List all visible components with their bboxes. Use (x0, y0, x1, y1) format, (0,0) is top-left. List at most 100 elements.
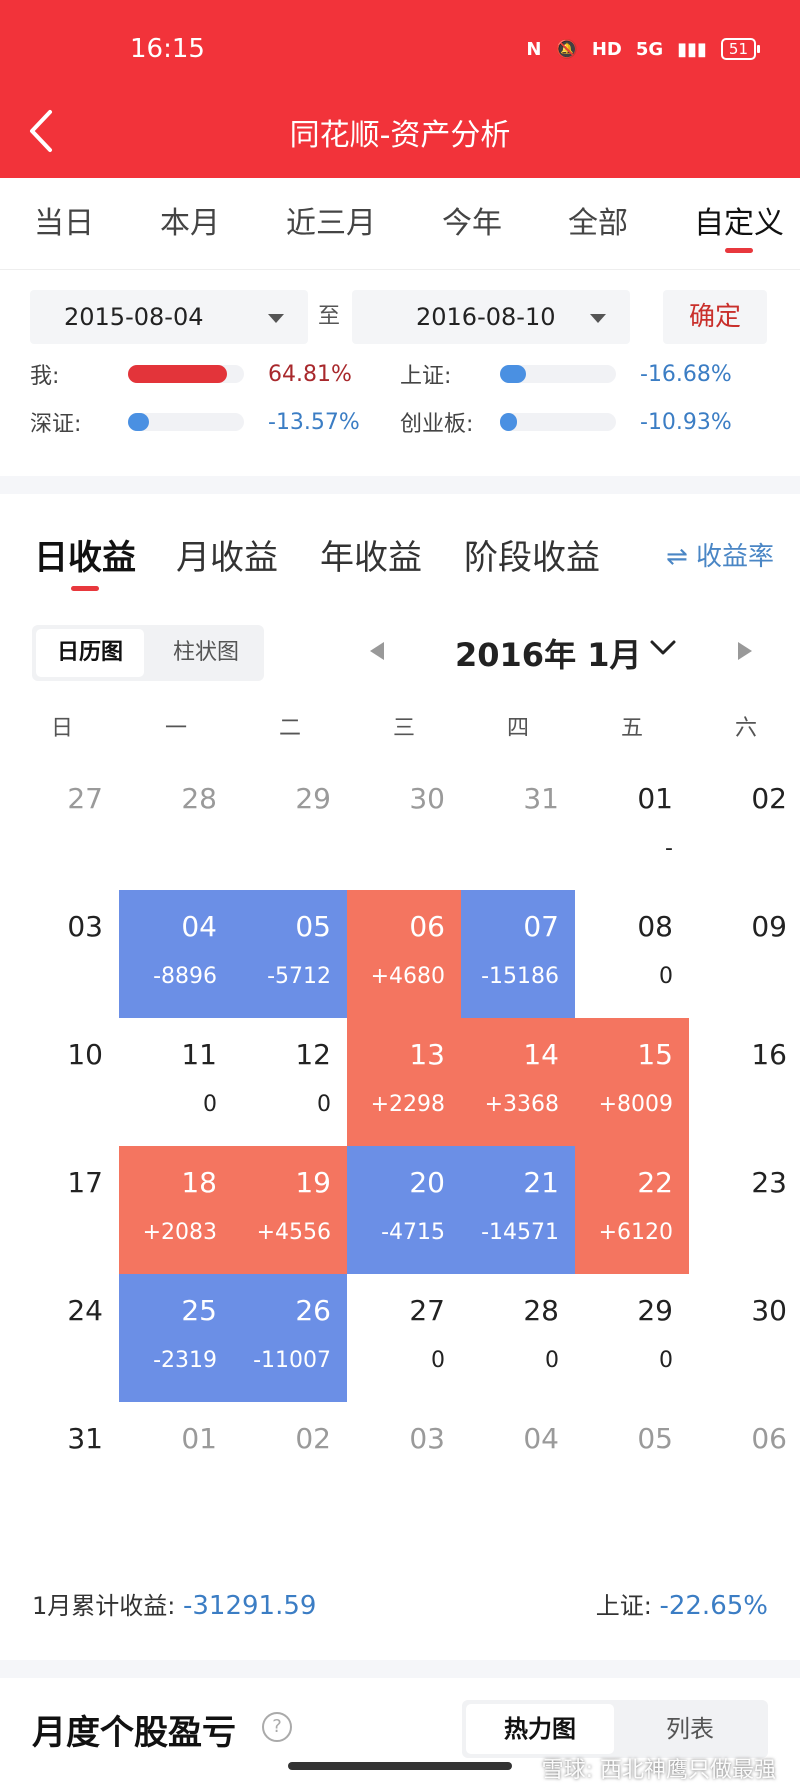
day-earnings: +3368 (484, 1092, 559, 1117)
calendar-day-cell[interactable]: 05 -5712 (233, 890, 347, 1018)
calendar-day-cell[interactable]: 30 (689, 1274, 800, 1402)
day-number: 05 (637, 1422, 673, 1455)
chevron-left-icon (30, 110, 52, 152)
home-indicator[interactable] (288, 1762, 512, 1770)
calendar-day-cell[interactable]: 28 0 (461, 1274, 575, 1402)
calendar-day-cell[interactable]: 25 -2319 (119, 1274, 233, 1402)
day-earnings: -8896 (153, 964, 217, 989)
calendar-day-cell[interactable]: 01 (119, 1402, 233, 1530)
calendar-day-cell[interactable]: 29 0 (575, 1274, 689, 1402)
compare-item-chinext: 创业板: -10.93% (400, 404, 732, 440)
calendar-day-cell[interactable]: 05 (575, 1402, 689, 1530)
calendar-day-cell[interactable]: 04 -8896 (119, 890, 233, 1018)
section-divider (0, 476, 800, 494)
calendar-day-cell[interactable]: 11 0 (119, 1018, 233, 1146)
tab-daily-earnings[interactable]: 日收益 (34, 530, 136, 591)
calendar-day-cell[interactable]: 22 +6120 (575, 1146, 689, 1274)
day-earnings: +2298 (370, 1092, 445, 1117)
bar-view-option[interactable]: 柱状图 (172, 640, 239, 665)
start-date-select[interactable]: 2015-08-04 (30, 290, 308, 344)
calendar-day-cell[interactable]: 21 -14571 (461, 1146, 575, 1274)
day-earnings: 0 (659, 1348, 673, 1373)
back-button[interactable] (26, 108, 66, 158)
calendar-day-cell[interactable]: 01 - (575, 762, 689, 890)
cumulative-earnings-label: 1月累计收益: (32, 1592, 176, 1620)
tab-custom[interactable]: 自定义 (694, 178, 784, 269)
calendar-day-cell[interactable]: 03 (5, 890, 119, 1018)
calendar-day-cell[interactable]: 12 0 (233, 1018, 347, 1146)
month-summary: 1月累计收益: -31291.59 上证: -22.65% (32, 1586, 768, 1626)
calendar-view-option[interactable]: 日历图 (36, 629, 144, 677)
calendar-day-cell[interactable]: 10 (5, 1018, 119, 1146)
tab-last-three-months[interactable]: 近三月 (286, 206, 376, 241)
calendar-day-cell[interactable]: 31 (5, 1402, 119, 1530)
calendar-day-cell[interactable]: 17 (5, 1146, 119, 1274)
day-number: 28 (523, 1294, 559, 1327)
calendar-day-cell[interactable]: 14 +3368 (461, 1018, 575, 1146)
list-option[interactable]: 列表 (666, 1715, 714, 1743)
earnings-tabs: 日收益 月收益 年收益 阶段收益 ⇌ 收益率 (34, 530, 800, 591)
day-earnings: +6120 (598, 1220, 673, 1245)
calendar-day-cell[interactable]: 07 -15186 (461, 890, 575, 1018)
calendar-day-cell[interactable]: 19 +4556 (233, 1146, 347, 1274)
calendar-day-cell[interactable]: 30 (347, 762, 461, 890)
tab-this-month[interactable]: 本月 (160, 206, 220, 241)
calendar-day-cell[interactable]: 15 +8009 (575, 1018, 689, 1146)
calendar-day-cell[interactable]: 08 0 (575, 890, 689, 1018)
day-earnings: 0 (431, 1348, 445, 1373)
day-earnings: -11007 (253, 1348, 331, 1373)
tab-all[interactable]: 全部 (568, 206, 628, 241)
day-number: 04 (181, 910, 217, 943)
chart-view-toggle: 日历图 柱状图 (32, 625, 264, 681)
compare-bar-fill (128, 365, 227, 383)
calendar-day-cell[interactable]: 29 (233, 762, 347, 890)
compare-label: 我: (30, 364, 60, 389)
day-number: 06 (751, 1422, 787, 1455)
day-number: 05 (295, 910, 331, 943)
prev-month-icon[interactable] (370, 642, 384, 660)
calendar-day-cell[interactable]: 13 +2298 (347, 1018, 461, 1146)
start-date-value: 2015-08-04 (64, 303, 204, 331)
tab-monthly-earnings[interactable]: 月收益 (176, 538, 278, 578)
calendar-day-cell[interactable]: 18 +2083 (119, 1146, 233, 1274)
calendar-day-cell[interactable]: 26 -11007 (233, 1274, 347, 1402)
calendar-day-cell[interactable]: 02 (689, 762, 800, 890)
calendar-day-cell[interactable]: 04 (461, 1402, 575, 1530)
chevron-down-icon[interactable] (648, 638, 678, 658)
calendar-day-cell[interactable]: 23 (689, 1146, 800, 1274)
section-divider (0, 1660, 800, 1678)
tab-period-earnings[interactable]: 阶段收益 (464, 538, 600, 578)
day-number: 03 (67, 910, 103, 943)
calendar-day-cell[interactable]: 27 (5, 762, 119, 890)
month-label[interactable]: 2016年 1月 (455, 636, 642, 674)
calendar-day-cell[interactable]: 03 (347, 1402, 461, 1530)
day-number: 02 (295, 1422, 331, 1455)
help-icon[interactable]: ? (262, 1712, 292, 1742)
return-rate-toggle[interactable]: ⇌ 收益率 (665, 542, 774, 572)
confirm-button[interactable]: 确定 (663, 290, 767, 344)
day-number: 20 (409, 1166, 445, 1199)
heatmap-option[interactable]: 热力图 (466, 1704, 614, 1754)
calendar-day-cell[interactable]: 02 (233, 1402, 347, 1530)
calendar-day-cell[interactable]: 31 (461, 762, 575, 890)
calendar-day-cell[interactable]: 27 0 (347, 1274, 461, 1402)
calendar-day-cell[interactable]: 20 -4715 (347, 1146, 461, 1274)
calendar-day-cell[interactable]: 28 (119, 762, 233, 890)
next-month-icon[interactable] (738, 642, 752, 660)
calendar-day-cell[interactable]: 09 (689, 890, 800, 1018)
day-earnings: -2319 (153, 1348, 217, 1373)
calendar-day-cell[interactable]: 16 (689, 1018, 800, 1146)
tab-yearly-earnings[interactable]: 年收益 (320, 538, 422, 578)
day-number: 21 (523, 1166, 559, 1199)
tab-this-year[interactable]: 今年 (442, 206, 502, 241)
calendar-day-cell[interactable]: 24 (5, 1274, 119, 1402)
calendar-day-cell[interactable]: 06 (689, 1402, 800, 1530)
calendar-day-cell[interactable]: 06 +4680 (347, 890, 461, 1018)
end-date-select[interactable]: 2016-08-10 (352, 290, 630, 344)
day-number: 07 (523, 910, 559, 943)
tab-today[interactable]: 当日 (34, 206, 94, 241)
weekday-label: 三 (392, 716, 415, 741)
day-number: 13 (409, 1038, 445, 1071)
weekday-header: 日一二三四五六 (0, 710, 800, 741)
weekday-label: 一 (164, 716, 187, 741)
